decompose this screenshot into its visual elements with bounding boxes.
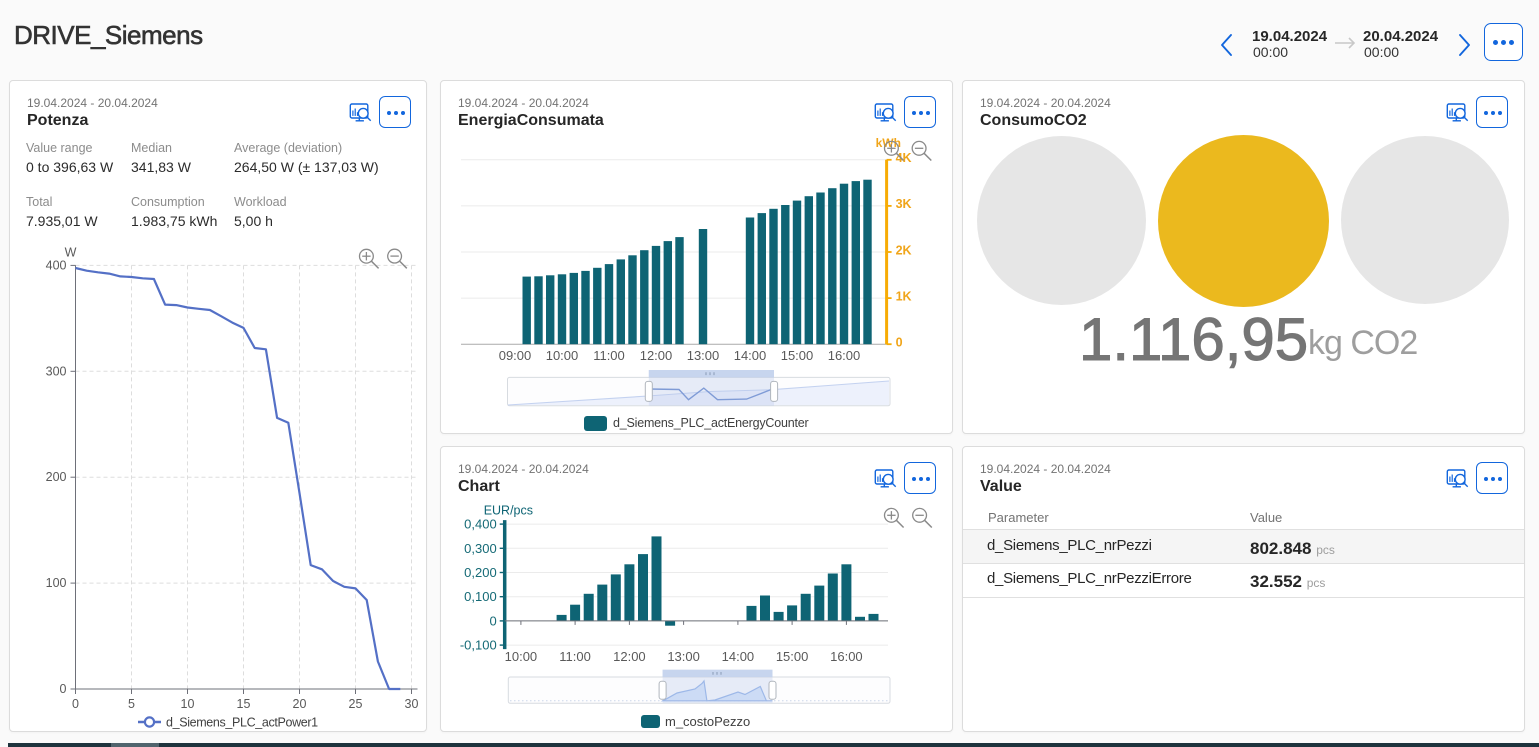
svg-text:300: 300 bbox=[46, 364, 67, 378]
svg-text:10:00: 10:00 bbox=[505, 649, 538, 664]
svg-text:12:00: 12:00 bbox=[640, 348, 673, 363]
svg-text:d_Siemens_PLC_actPower1: d_Siemens_PLC_actPower1 bbox=[166, 716, 318, 730]
svg-text:12:00: 12:00 bbox=[613, 649, 646, 664]
svg-text:30: 30 bbox=[405, 697, 419, 711]
svg-text:09:00: 09:00 bbox=[499, 348, 532, 363]
svg-text:1K: 1K bbox=[896, 289, 912, 303]
svg-text:5: 5 bbox=[128, 697, 135, 711]
svg-text:13:00: 13:00 bbox=[667, 649, 700, 664]
svg-text:0: 0 bbox=[72, 697, 79, 711]
svg-text:0,200: 0,200 bbox=[464, 565, 497, 580]
svg-text:16:00: 16:00 bbox=[830, 649, 863, 664]
svg-text:0,400: 0,400 bbox=[464, 517, 497, 532]
svg-text:11:00: 11:00 bbox=[593, 348, 625, 363]
svg-text:15: 15 bbox=[237, 697, 251, 711]
svg-text:14:00: 14:00 bbox=[722, 649, 755, 664]
svg-text:14:00: 14:00 bbox=[734, 348, 767, 363]
svg-text:0: 0 bbox=[60, 682, 67, 696]
svg-text:16:00: 16:00 bbox=[828, 348, 861, 363]
svg-text:10: 10 bbox=[181, 697, 195, 711]
svg-text:25: 25 bbox=[349, 697, 363, 711]
svg-text:3K: 3K bbox=[896, 197, 912, 211]
svg-text:2K: 2K bbox=[896, 243, 912, 257]
svg-text:0: 0 bbox=[896, 336, 903, 350]
svg-text:11:00: 11:00 bbox=[559, 649, 591, 664]
svg-text:15:00: 15:00 bbox=[776, 649, 809, 664]
svg-text:200: 200 bbox=[46, 470, 67, 484]
svg-text:W: W bbox=[65, 245, 77, 259]
svg-text:4K: 4K bbox=[896, 151, 912, 165]
svg-text:10:00: 10:00 bbox=[546, 348, 579, 363]
svg-text:0,300: 0,300 bbox=[464, 541, 497, 556]
svg-text:20: 20 bbox=[293, 697, 307, 711]
svg-text:EUR/pcs: EUR/pcs bbox=[484, 504, 533, 518]
svg-text:400: 400 bbox=[46, 258, 67, 272]
svg-text:0,100: 0,100 bbox=[464, 589, 497, 604]
svg-text:0: 0 bbox=[489, 613, 496, 628]
svg-text:13:00: 13:00 bbox=[687, 348, 720, 363]
svg-text:15:00: 15:00 bbox=[781, 348, 814, 363]
svg-text:100: 100 bbox=[46, 576, 67, 590]
svg-text:-0,100: -0,100 bbox=[460, 638, 497, 653]
